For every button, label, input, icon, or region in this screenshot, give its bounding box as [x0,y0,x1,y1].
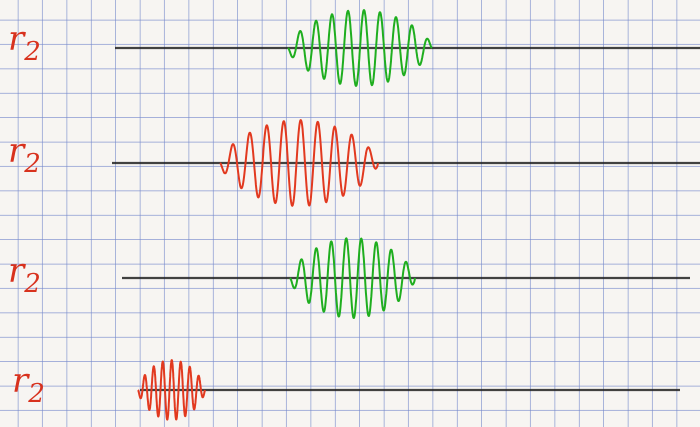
row-label: r2 [12,361,45,409]
label-subscript: 2 [23,149,41,179]
label-letter: r [8,19,26,59]
wave-packet [287,9,433,87]
row-label: r2 [8,251,41,299]
row-label: r2 [8,131,41,179]
row-label: r2 [8,19,41,67]
label-letter: r [8,251,26,291]
label-subscript: 2 [23,37,41,67]
wave-packet [219,119,379,207]
label-letter: r [12,361,30,401]
label-subscript: 2 [27,379,45,409]
label-letter: r [8,131,26,171]
wave-packet [137,359,206,421]
label-subscript: 2 [23,269,41,299]
wave-packet [289,237,416,319]
